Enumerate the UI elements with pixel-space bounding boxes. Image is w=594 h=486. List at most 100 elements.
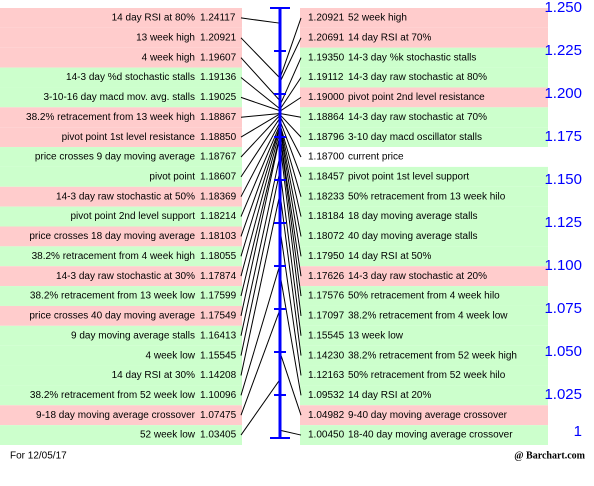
row-background	[0, 166, 242, 187]
level-connector	[279, 116, 302, 158]
level-label: 14 day RSI at 70%	[348, 32, 431, 43]
level-label: pivot point 1st level support	[348, 171, 469, 182]
level-price: 1.18233	[308, 191, 345, 202]
row-background	[300, 405, 548, 426]
level-label: 38.2% retracement from 52 week low	[30, 390, 196, 401]
level-connector	[240, 121, 281, 197]
row-background	[0, 246, 242, 267]
level-price: 1.17874	[200, 271, 237, 282]
level-connector	[240, 113, 281, 138]
row-background	[0, 325, 242, 346]
y-tick-label: 1.050	[544, 343, 582, 360]
y-tick-label: 1.100	[544, 257, 582, 274]
level-label: 18 day moving average stalls	[348, 211, 478, 222]
level-connector	[240, 136, 281, 316]
level-label: 18-40 day moving average crossover	[348, 430, 513, 441]
level-label: price crosses 40 day moving average	[29, 311, 195, 322]
level-price: 1.18103	[200, 231, 237, 242]
level-connector	[279, 143, 302, 316]
row-background	[300, 286, 548, 306]
row-background	[300, 67, 548, 88]
level-connector	[240, 96, 281, 112]
level-price: 1.09532	[308, 390, 345, 401]
level-price: 1.19025	[200, 92, 237, 103]
row-background	[0, 305, 242, 326]
row-background	[300, 345, 548, 366]
row-background	[300, 107, 548, 128]
level-label: 13 week low	[348, 330, 404, 341]
row-background	[300, 365, 548, 386]
level-label: 50% retracement from 4 week hilo	[348, 291, 500, 302]
row-background	[0, 8, 242, 28]
level-price: 1.18055	[200, 251, 237, 262]
level-price: 1.03405	[200, 430, 237, 441]
level-label: 50% retracement from 52 week hilo	[348, 370, 506, 381]
row-background	[0, 147, 242, 167]
row-background	[0, 226, 242, 247]
level-connector	[240, 57, 281, 102]
row-background	[0, 385, 242, 406]
row-background	[300, 166, 548, 187]
y-tick-label: 1.075	[544, 300, 582, 317]
level-price: 1.17576	[308, 291, 345, 302]
level-label: 50% retracement from 13 week hilo	[348, 191, 506, 202]
level-connector	[279, 37, 302, 83]
level-connector	[279, 114, 302, 138]
level-connector	[279, 127, 302, 237]
level-label: 38.2% retracement from 13 week low	[30, 291, 196, 302]
level-price: 1.19000	[308, 92, 345, 103]
level-label: 14 day RSI at 20%	[348, 390, 431, 401]
level-price: 1.18700	[308, 152, 345, 163]
level-connector	[240, 127, 281, 257]
level-label: 14-3 day raw stochastic at 70%	[348, 112, 487, 123]
level-connector	[279, 17, 302, 79]
row-background	[0, 286, 242, 306]
row-background	[300, 127, 548, 148]
level-price: 1.18457	[308, 171, 345, 182]
level-connector	[240, 193, 281, 376]
level-price: 1.18184	[308, 211, 345, 222]
level-price: 1.15545	[308, 330, 345, 341]
row-background	[300, 226, 548, 247]
row-background	[0, 107, 242, 128]
level-price: 1.07475	[200, 410, 237, 421]
level-price: 1.17599	[200, 291, 237, 302]
level-label: 14-3 day raw stochastic at 30%	[56, 271, 195, 282]
row-background	[0, 47, 242, 68]
row-background	[300, 87, 548, 108]
y-tick-label: 1.150	[544, 171, 582, 188]
y-tick-label: 1.200	[544, 85, 582, 102]
row-background	[0, 67, 242, 88]
level-connector	[240, 117, 281, 178]
level-connector	[240, 112, 281, 118]
y-tick-label: 1.175	[544, 128, 582, 145]
level-label: 14-3 day raw stochastic at 20%	[348, 271, 487, 282]
level-price: 1.14208	[200, 370, 237, 381]
y-tick-label: 1.225	[544, 42, 582, 59]
level-label: price crosses 18 day moving average	[29, 231, 195, 242]
row-background	[300, 305, 548, 326]
y-tick-label: 1.250	[544, 0, 582, 16]
level-label: pivot point 2nd level resistance	[348, 92, 485, 103]
level-label: 52 week high	[348, 13, 407, 24]
level-price: 1.16413	[200, 330, 237, 341]
level-price: 1.17549	[200, 311, 237, 322]
level-connector	[279, 57, 302, 106]
level-connector	[279, 228, 302, 376]
level-price: 1.14230	[308, 350, 345, 361]
level-connector	[279, 273, 302, 396]
y-tick-label: 1.125	[544, 214, 582, 231]
level-price: 1.18796	[308, 132, 345, 143]
level-connector	[279, 170, 302, 336]
level-price: 1.18864	[308, 112, 345, 123]
level-label: 38.2% retracement from 52 week high	[348, 350, 517, 361]
level-connector	[240, 309, 281, 416]
level-connector	[279, 193, 302, 356]
y-tick-label: 1.025	[544, 386, 582, 403]
level-label: 9 day moving average stalls	[71, 330, 195, 341]
footer-source: @ Barchart.com	[514, 450, 585, 461]
row-background	[0, 27, 242, 48]
row-background	[300, 385, 548, 406]
level-label: 9-18 day moving average crossover	[36, 410, 196, 421]
level-connector	[279, 134, 302, 277]
